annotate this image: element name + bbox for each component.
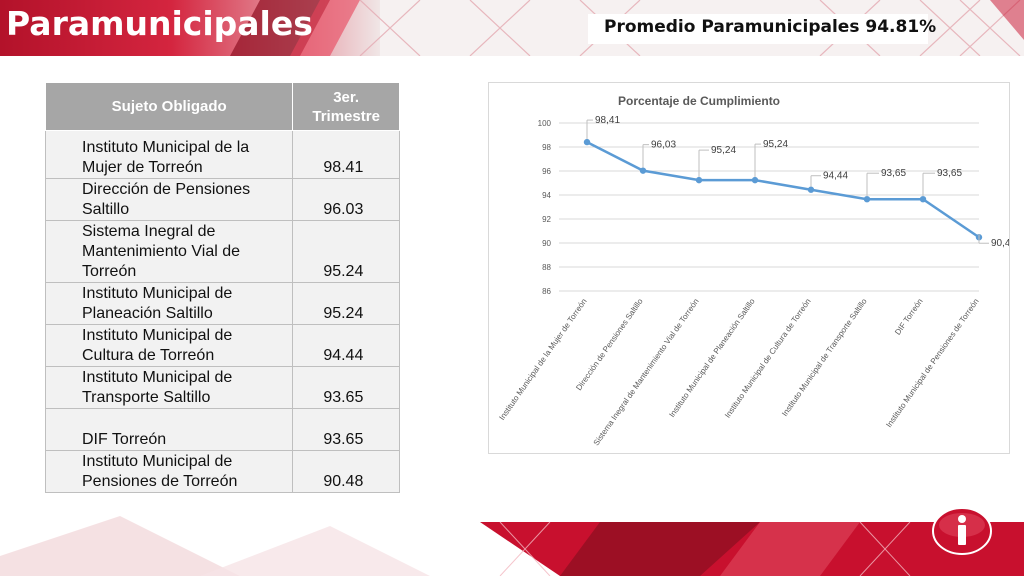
page-title: Paramunicipales: [6, 4, 313, 43]
table-row: Instituto Municipal de Pensiones de Torr…: [44, 450, 400, 493]
data-label: 95,24: [763, 139, 788, 150]
data-label: 90,48: [991, 238, 1009, 249]
data-point: [863, 196, 871, 203]
data-point: [639, 167, 647, 174]
data-label: 93,65: [881, 168, 906, 179]
table-row: Instituto Municipal de Cultura de Torreó…: [44, 324, 400, 367]
line-chart-panel: Porcentaje de Cumplimiento 86 88 90 92 94 96 9…: [488, 82, 1016, 454]
row-name: Instituto Municipal de Planeación Saltil…: [44, 282, 294, 325]
x-tick-label: Instituto Municipal de la Mujer de Torre…: [497, 297, 588, 422]
table-row: Instituto Municipal de la Mujer de Torre…: [44, 130, 400, 179]
row-name: Instituto Municipal de Transporte Saltil…: [44, 366, 294, 409]
row-value: 93.65: [292, 408, 400, 451]
footer-decoration: [0, 516, 1024, 576]
x-tick-label: Instituto Municipal de Pensiones de Torr…: [884, 297, 980, 429]
data-label: 95,24: [711, 145, 736, 156]
info-icon: [932, 507, 992, 555]
table-row: Instituto Municipal de Planeación Saltil…: [44, 282, 400, 325]
row-value: 95.24: [292, 220, 400, 283]
x-tick-label: Dirección de Pensiones Saltillo: [574, 297, 645, 393]
table-row: Instituto Municipal de Transporte Saltil…: [44, 366, 400, 409]
y-tick-label: 94: [542, 191, 551, 200]
table-row: Dirección de Pensiones Saltillo 96.03: [44, 178, 400, 221]
average-label: Promedio Paramunicipales 94.81%: [604, 17, 937, 37]
row-name: DIF Torreón: [44, 408, 294, 451]
x-tick-label: Sistema Inegral de Mantenimiento Vial de…: [592, 297, 701, 447]
data-label: 94,44: [823, 171, 848, 182]
y-tick-label: 100: [538, 119, 552, 128]
data-label: 98,41: [595, 115, 620, 126]
y-tick-label: 92: [542, 215, 551, 224]
data-label: 96,03: [651, 140, 676, 151]
row-value: 95.24: [292, 282, 400, 325]
row-name: Dirección de Pensiones Saltillo: [44, 178, 294, 221]
row-value: 94.44: [292, 324, 400, 367]
series-line: [586, 140, 980, 239]
y-tick-label: 86: [542, 287, 551, 296]
header-subject: Sujeto Obligado: [44, 82, 294, 131]
line-chart: Porcentaje de Cumplimiento 86 88 90 92 94 96 9…: [497, 94, 1016, 447]
y-tick-label: 98: [542, 143, 551, 152]
data-point: [751, 176, 759, 184]
row-value: 90.48: [292, 450, 400, 493]
row-name: Instituto Municipal de Pensiones de Torr…: [44, 450, 294, 493]
header-quarter: 3er. Trimestre: [292, 82, 400, 131]
header-quarter-line1: 3er.: [333, 88, 360, 106]
x-tick-label: DIF Torreón: [893, 297, 925, 337]
compliance-table: Sujeto Obligado 3er. Trimestre Instituto…: [44, 82, 400, 493]
header-quarter-line2: Trimestre: [312, 107, 380, 125]
row-name: Instituto Municipal de Cultura de Torreó…: [44, 324, 294, 367]
average-box: [588, 14, 928, 44]
data-label: 93,65: [937, 168, 962, 179]
y-tick-label: 88: [542, 263, 551, 272]
row-value: 93.65: [292, 366, 400, 409]
table-header-row: Sujeto Obligado 3er. Trimestre: [44, 82, 400, 131]
row-name: Sistema Inegral de Mantenimiento Vial de…: [44, 220, 294, 283]
data-point: [695, 176, 703, 184]
data-point: [919, 196, 927, 203]
row-value: 98.41: [292, 130, 400, 179]
row-value: 96.03: [292, 178, 400, 221]
table-row: Sistema Inegral de Mantenimiento Vial de…: [44, 220, 400, 283]
footer-pattern: [0, 516, 1024, 576]
data-point: [583, 138, 591, 146]
table-row: DIF Torreón 93.65: [44, 408, 400, 451]
data-point: [807, 186, 815, 193]
y-tick-label: 90: [542, 239, 551, 248]
chart-title: Porcentaje de Cumplimiento: [618, 94, 780, 108]
row-name: Instituto Municipal de la Mujer de Torre…: [44, 130, 294, 179]
y-tick-label: 96: [542, 167, 551, 176]
